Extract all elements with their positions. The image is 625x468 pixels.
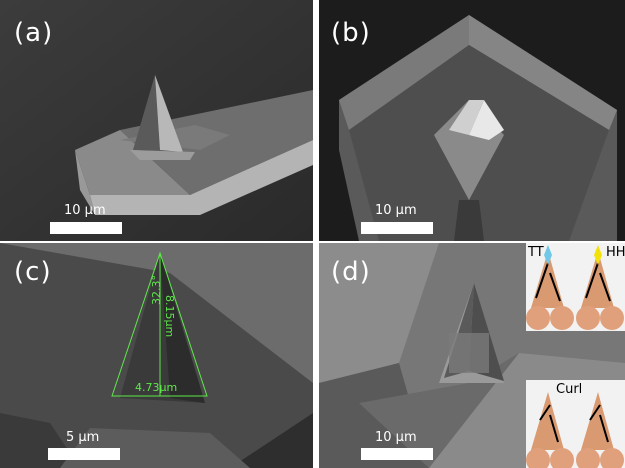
scale-bar — [361, 448, 433, 460]
scale-bar-label: 5 µm — [66, 430, 100, 445]
panel-label: (b) — [331, 18, 371, 48]
height-measurement: 8.15µm — [163, 295, 176, 338]
scale-bar-label: 10 µm — [375, 430, 417, 445]
angle-measurement: 32.3° — [150, 275, 163, 305]
scale-bar — [361, 222, 433, 234]
scale-bar-label: 10 µm — [375, 203, 417, 218]
inset-top: TT HH — [526, 243, 625, 331]
panel-b: (b) 10 µm — [319, 0, 625, 241]
panel-b-image — [319, 0, 625, 241]
scale-bar-label: 10 µm — [64, 203, 106, 218]
curl-label: Curl — [556, 382, 583, 397]
scale-bar — [50, 222, 122, 234]
hh-marker-icon — [594, 245, 602, 265]
width-measurement: 4.73µm — [135, 381, 178, 394]
panel-label: (c) — [14, 257, 52, 287]
panel-c-image — [0, 243, 313, 468]
scale-bar — [48, 448, 120, 460]
panel-d: (d) 10 µm TT HH — [319, 243, 625, 468]
panel-label: (a) — [14, 18, 54, 48]
tt-label: TT — [528, 245, 544, 260]
inset-top-drawing — [526, 245, 624, 330]
panel-label: (d) — [331, 257, 371, 287]
hh-label: HH — [606, 245, 625, 260]
inset-bottom: Curl — [526, 380, 625, 468]
tt-marker-icon — [544, 245, 552, 265]
panel-a-image — [0, 0, 313, 241]
panel-a: (a) 10 µm — [0, 0, 313, 241]
inset-bottom-drawing — [526, 392, 624, 468]
panel-c: (c) 32.3° 8.15µm 4.73µm 5 µm — [0, 243, 313, 468]
